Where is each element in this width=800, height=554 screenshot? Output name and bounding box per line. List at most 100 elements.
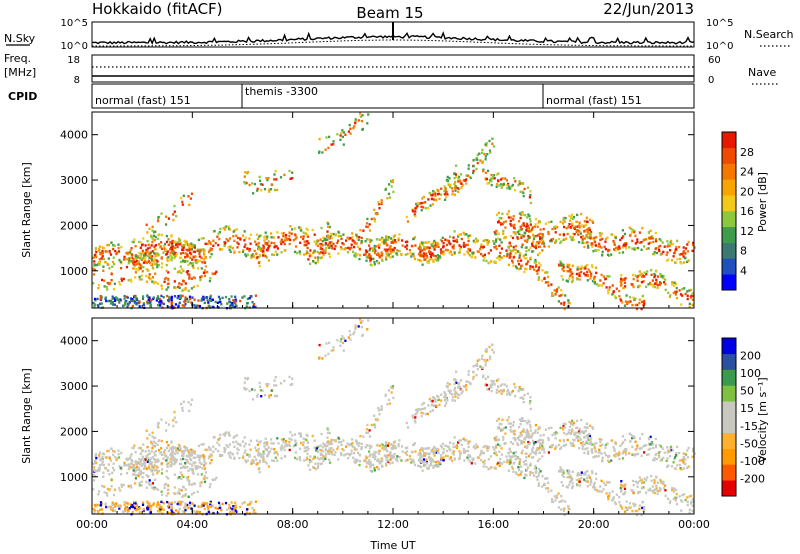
- power-cell: [534, 265, 538, 268]
- power-cell: [686, 250, 689, 253]
- velocity-cell: [192, 456, 195, 459]
- velocity-cell: [693, 452, 696, 455]
- velocity-cell: [513, 454, 516, 457]
- power-cell: [619, 298, 622, 301]
- velocity-cell: [651, 443, 654, 446]
- power-cell: [369, 240, 372, 244]
- power-cell: [291, 177, 294, 180]
- power-cell: [273, 178, 276, 181]
- velocity-cell: [440, 393, 443, 396]
- velocity-cell: [550, 444, 553, 447]
- power-cell: [391, 179, 395, 182]
- power-cell: [325, 246, 328, 250]
- power-cell: [467, 167, 470, 170]
- power-cell: [177, 305, 180, 308]
- power-cell: [542, 240, 545, 243]
- velocity-cell: [421, 449, 425, 453]
- power-cell: [179, 265, 182, 268]
- power-cell: [531, 265, 534, 269]
- power-cell: [152, 251, 156, 255]
- velocity-cell: [199, 456, 202, 459]
- velocity-cell: [555, 445, 558, 448]
- velocity-cell: [523, 430, 526, 433]
- power-cell: [351, 235, 354, 239]
- power-cell: [636, 279, 639, 282]
- velocity-cell: [184, 458, 187, 461]
- velocity-cell: [527, 434, 530, 438]
- power-cell: [217, 232, 220, 235]
- velocity-cell: [283, 379, 286, 383]
- velocity-cell: [159, 452, 162, 455]
- velocity-cell: [615, 452, 618, 455]
- power-cell: [655, 251, 659, 255]
- velocity-cell: [360, 325, 363, 329]
- velocity-cell: [288, 440, 291, 444]
- velocity-cell: [235, 440, 238, 443]
- velocity-cell: [563, 513, 566, 517]
- velocity-cell: [218, 443, 221, 447]
- velocity-cell: [657, 481, 660, 484]
- noise-right-tick-bottom: 10^0: [706, 41, 733, 52]
- power-cell: [316, 260, 319, 264]
- velocity-cell: [343, 454, 346, 457]
- velocity-cell: [320, 462, 323, 465]
- velocity-cell: [583, 430, 586, 433]
- velocity-cell: [378, 449, 381, 452]
- power-cell: [510, 224, 513, 227]
- velocity-cell: [203, 460, 206, 464]
- velocity-cell: [538, 467, 541, 471]
- power-cell: [207, 250, 211, 254]
- power-cell: [279, 240, 282, 244]
- power-cell: [146, 300, 149, 303]
- velocity-cell: [169, 454, 172, 457]
- velocity-cell: [671, 487, 674, 490]
- power-cell: [202, 248, 205, 251]
- power-cell: [112, 256, 115, 259]
- power-cell: [262, 252, 265, 255]
- power-cell: [312, 251, 315, 254]
- velocity-cell: [675, 452, 678, 455]
- power-cell: [314, 256, 317, 259]
- power-cell: [241, 250, 245, 253]
- velocity-cell: [302, 437, 305, 440]
- power-cell: [355, 254, 358, 257]
- velocity-cell: [496, 439, 499, 442]
- power-cell: [231, 301, 234, 305]
- velocity-cell: [531, 448, 534, 451]
- power-cell: [100, 302, 103, 305]
- velocity-cell: [472, 375, 475, 379]
- velocity-cell: [529, 452, 532, 456]
- velocity-cell: [354, 326, 357, 329]
- velocity-cell: [450, 459, 454, 462]
- power-cell: [216, 301, 219, 304]
- velocity-cell: [479, 453, 482, 457]
- power-cell: [619, 280, 622, 284]
- velocity-cell: [401, 445, 404, 448]
- power-cell: [191, 243, 194, 246]
- power-cell: [561, 278, 564, 281]
- velocity-cell: [319, 457, 322, 460]
- power-cell: [365, 255, 368, 258]
- power-cell: [479, 159, 482, 162]
- power-cell: [535, 263, 538, 267]
- power-cell: [518, 256, 521, 259]
- power-cell: [655, 278, 658, 281]
- velocity-cell: [422, 454, 426, 457]
- power-cell: [562, 222, 565, 225]
- power-cell: [484, 158, 487, 161]
- power-cell: [181, 203, 184, 206]
- velocity-cell: [536, 447, 539, 450]
- power-cell: [268, 188, 271, 191]
- power-cell: [190, 252, 193, 256]
- power-cell: [111, 265, 114, 268]
- power-cell: [683, 256, 686, 260]
- power-cell: [634, 247, 637, 250]
- power-cell: [442, 242, 445, 245]
- power-cell: [181, 200, 184, 204]
- velocity-cell: [129, 466, 132, 469]
- power-cell: [203, 254, 206, 258]
- power-colorbar-tick: 24: [740, 166, 754, 179]
- power-cell: [248, 249, 251, 252]
- power-cell: [424, 254, 427, 257]
- power-cell: [393, 239, 397, 242]
